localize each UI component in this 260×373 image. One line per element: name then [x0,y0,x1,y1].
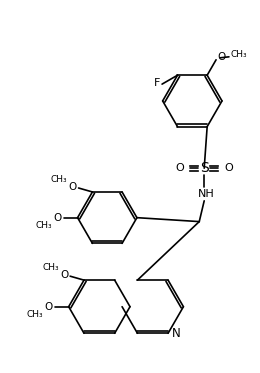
Text: F: F [154,78,160,88]
Text: O: O [68,182,77,192]
Text: CH₃: CH₃ [42,263,59,272]
Text: O: O [54,213,62,223]
Text: CH₃: CH₃ [231,50,247,59]
Text: CH₃: CH₃ [27,310,43,319]
Text: CH₃: CH₃ [50,175,67,184]
Text: O: O [225,163,233,173]
Text: N: N [172,327,180,340]
Text: O: O [175,163,184,173]
Text: CH₃: CH₃ [36,221,52,230]
Text: O: O [45,302,53,312]
Text: S: S [200,161,209,175]
Text: O: O [60,270,68,280]
Text: O: O [217,52,225,62]
Text: NH: NH [198,189,214,199]
